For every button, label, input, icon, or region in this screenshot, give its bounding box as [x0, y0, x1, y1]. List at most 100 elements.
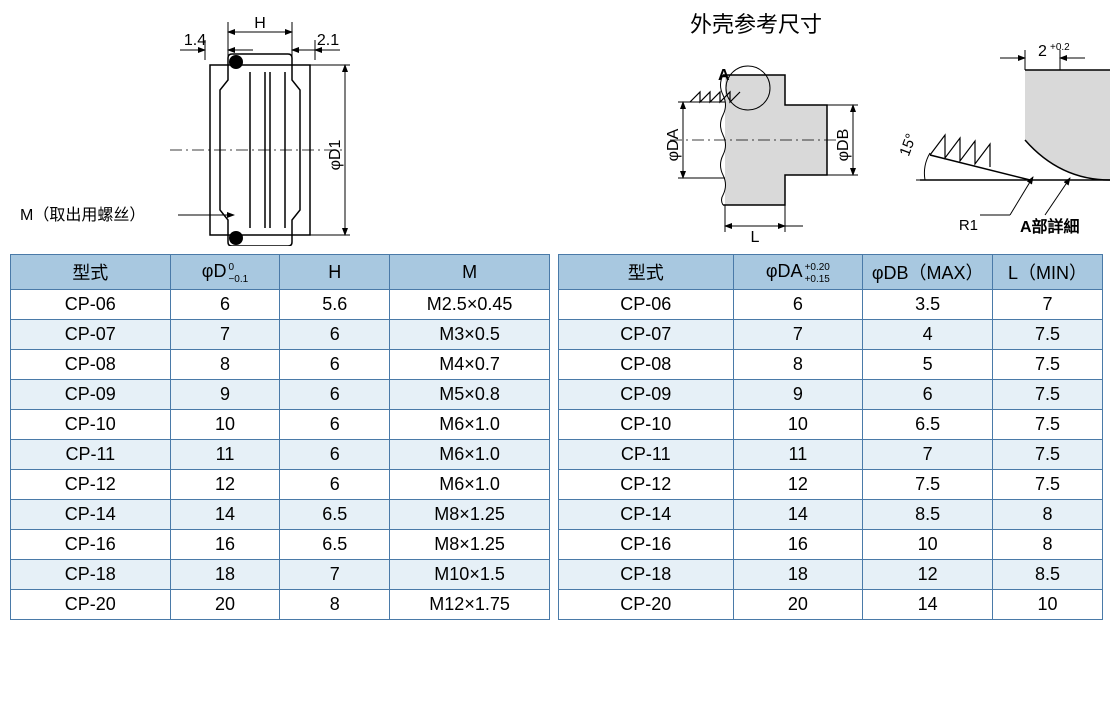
table-cell: 6.5 [280, 530, 390, 560]
table-row: CP-11116M6×1.0 [11, 440, 550, 470]
table-cell: CP-09 [559, 380, 734, 410]
table-cell: 14 [863, 590, 993, 620]
table-cell: 16 [170, 530, 280, 560]
table-cell: 7 [993, 290, 1103, 320]
table-cell: 12 [170, 470, 280, 500]
table-cell: 8 [280, 590, 390, 620]
lt-h3: H [280, 255, 390, 290]
rt-h2-text: φDA [766, 261, 803, 281]
table-cell: 10 [733, 410, 863, 440]
table-row: CP-20208M12×1.75 [11, 590, 550, 620]
table-cell: CP-07 [559, 320, 734, 350]
table-cell: 7.5 [993, 320, 1103, 350]
table-cell: 8 [993, 530, 1103, 560]
tol-2: +0.2 [1050, 42, 1070, 53]
table-cell: 8 [170, 350, 280, 380]
table-cell: CP-14 [11, 500, 171, 530]
table-row: CP-0663.57 [559, 290, 1103, 320]
table-row: CP-0776M3×0.5 [11, 320, 550, 350]
table-cell: 12 [733, 470, 863, 500]
table-cell: M4×0.7 [390, 350, 550, 380]
table-cell: 14 [170, 500, 280, 530]
lt-h1: 型式 [11, 255, 171, 290]
table-cell: CP-10 [559, 410, 734, 440]
table-row: CP-14148.58 [559, 500, 1103, 530]
table-row: CP-12127.57.5 [559, 470, 1103, 500]
left-table: 型式 φD 0−0.1 H M CP-0665.6M2.5×0.45CP-077… [10, 254, 550, 620]
table-cell: 18 [170, 560, 280, 590]
table-cell: 10 [863, 530, 993, 560]
dim-DB: φDB [835, 129, 852, 162]
angle-15: 15° [896, 131, 920, 158]
table-cell: 4 [863, 320, 993, 350]
table-row: CP-10106.57.5 [559, 410, 1103, 440]
dim-L: L [751, 229, 760, 246]
table-cell: M10×1.5 [390, 560, 550, 590]
table-cell: 6 [280, 350, 390, 380]
table-cell: M12×1.75 [390, 590, 550, 620]
table-row: CP-1616108 [559, 530, 1103, 560]
table-row: CP-12126M6×1.0 [11, 470, 550, 500]
label-detail: A部詳細 [1020, 217, 1080, 236]
table-cell: M8×1.25 [390, 500, 550, 530]
table-cell: 5.6 [280, 290, 390, 320]
table-row: CP-0665.6M2.5×0.45 [11, 290, 550, 320]
table-row: CP-08857.5 [559, 350, 1103, 380]
table-row: CP-0996M5×0.8 [11, 380, 550, 410]
table-cell: M3×0.5 [390, 320, 550, 350]
table-cell: M5×0.8 [390, 380, 550, 410]
page-container: 1.4 H 2.1 [10, 10, 1105, 620]
table-cell: 18 [733, 560, 863, 590]
left-diagram: 1.4 H 2.1 [10, 10, 550, 246]
table-cell: 7.5 [993, 350, 1103, 380]
table-row: CP-14146.5M8×1.25 [11, 500, 550, 530]
table-cell: 16 [733, 530, 863, 560]
table-cell: CP-06 [11, 290, 171, 320]
table-cell: 8 [733, 350, 863, 380]
table-cell: 11 [733, 440, 863, 470]
dim-H: H [254, 15, 266, 32]
right-title: 外壳参考尺寸 [690, 12, 822, 37]
table-cell: 6 [280, 440, 390, 470]
table-row: CP-09967.5 [559, 380, 1103, 410]
table-row: CP-07747.5 [559, 320, 1103, 350]
table-cell: 9 [733, 380, 863, 410]
table-cell: 14 [733, 500, 863, 530]
table-cell: M6×1.0 [390, 470, 550, 500]
table-cell: 7.5 [863, 470, 993, 500]
label-M: M（取出用螺丝） [20, 206, 145, 224]
table-cell: CP-18 [11, 560, 171, 590]
table-cell: CP-12 [559, 470, 734, 500]
table-cell: M2.5×0.45 [390, 290, 550, 320]
dim-d1: φD1 [327, 139, 344, 170]
tables-row: 型式 φD 0−0.1 H M CP-0665.6M2.5×0.45CP-077… [10, 254, 1105, 620]
table-row: CP-18187M10×1.5 [11, 560, 550, 590]
table-cell: CP-20 [11, 590, 171, 620]
table-row: CP-111177.5 [559, 440, 1103, 470]
dim-2-1: 2.1 [317, 32, 339, 49]
table-cell: M6×1.0 [390, 410, 550, 440]
table-cell: CP-11 [11, 440, 171, 470]
table-cell: 6 [170, 290, 280, 320]
table-cell: 20 [170, 590, 280, 620]
table-cell: 6 [733, 290, 863, 320]
dim-1-4: 1.4 [184, 32, 206, 49]
table-cell: 7 [280, 560, 390, 590]
table-cell: 7.5 [993, 410, 1103, 440]
table-cell: 7 [863, 440, 993, 470]
table-cell: 11 [170, 440, 280, 470]
rt-h2-tol-top: +0.20 [805, 262, 830, 273]
table-cell: 6 [863, 380, 993, 410]
table-cell: CP-10 [11, 410, 171, 440]
diagrams-row: 1.4 H 2.1 [10, 10, 1105, 246]
lt-h2-tol-bot: −0.1 [228, 274, 248, 285]
rt-h2: φDA+0.20+0.15 [733, 255, 863, 290]
table-cell: CP-14 [559, 500, 734, 530]
table-cell: CP-18 [559, 560, 734, 590]
table-cell: CP-16 [559, 530, 734, 560]
table-row: CP-10106M6×1.0 [11, 410, 550, 440]
lt-h4: M [390, 255, 550, 290]
table-row: CP-16166.5M8×1.25 [11, 530, 550, 560]
table-row: CP-0886M4×0.7 [11, 350, 550, 380]
table-cell: 3.5 [863, 290, 993, 320]
